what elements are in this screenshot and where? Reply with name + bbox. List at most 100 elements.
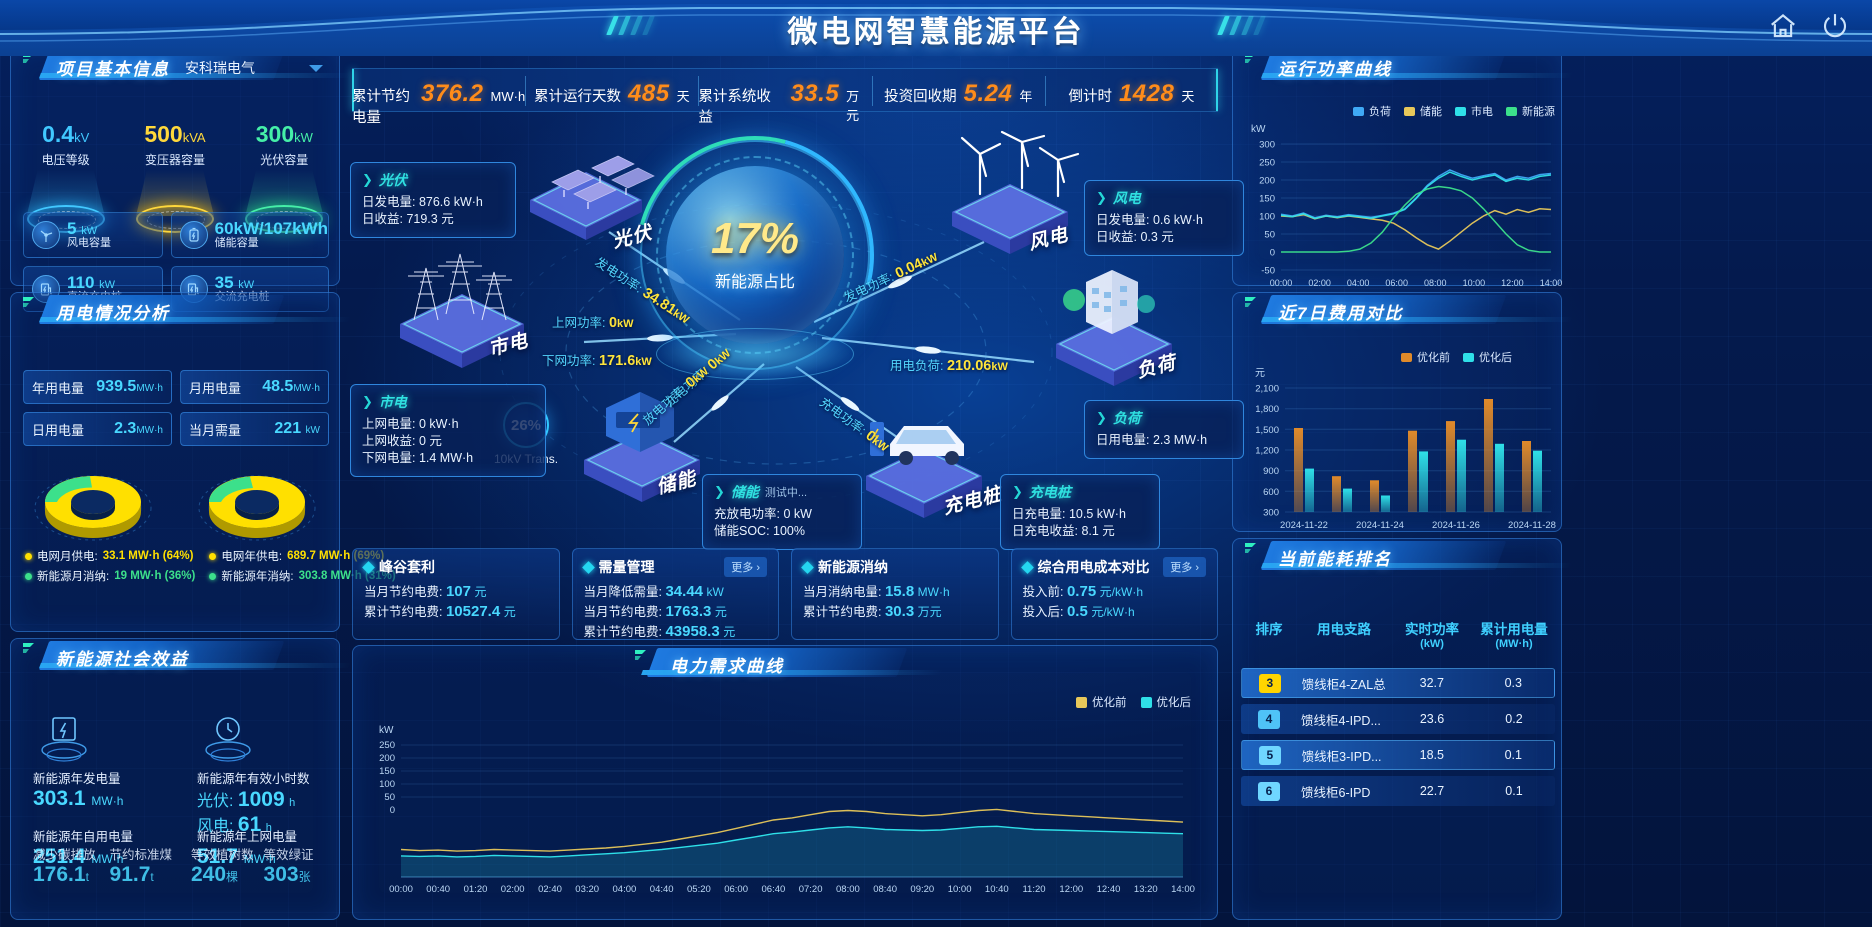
svg-text:02:40: 02:40 — [538, 884, 562, 895]
svg-text:100: 100 — [1259, 212, 1275, 223]
arrow-icon: ❯ — [1096, 190, 1107, 205]
arrow-icon: ❯ — [1096, 410, 1107, 425]
card-line: 累计节约电费: 43958.3 元 — [584, 622, 768, 642]
legend-value: 19 MW·h (36%) — [114, 570, 196, 582]
overlay-unit: t — [150, 870, 154, 884]
card-title-row: ❯ 风电 — [1096, 188, 1232, 208]
table-row[interactable]: 5 馈线柜3-IPD... 18.5 0.1 — [1241, 740, 1555, 770]
card-line: 上网电量: 0 kW·h — [362, 417, 459, 431]
legend-item[interactable]: 优化后 — [1140, 694, 1192, 710]
line-value: 107 — [445, 583, 471, 600]
project-selector-value: 安科瑞电气 — [185, 60, 255, 76]
line-key: 投入后: — [1022, 605, 1064, 619]
renewable-caption: 新能源占比 — [714, 274, 795, 291]
legend-item[interactable]: 负荷 — [1353, 103, 1391, 119]
table-header: 排序 用电支路 实时功率 (kW) 累计用电量 (MW·h) — [1241, 618, 1555, 650]
social-benefit-panel: 新能源社会效益 新能源年发电量 303.1 MW·h — [10, 638, 351, 920]
card-title-row: ❯ 市电 — [362, 392, 534, 412]
usage-number: 48.5 — [262, 378, 294, 395]
svg-text:2,100: 2,100 — [1255, 384, 1279, 395]
card-line: 日收益: 0.3 元 — [1096, 230, 1174, 244]
capacity-number: 300 — [255, 121, 295, 147]
card-title: 需量管理 — [598, 559, 655, 575]
social-sub-value: 61 — [237, 813, 262, 836]
line-unit: kW — [706, 585, 724, 599]
svg-text:300: 300 — [1263, 508, 1279, 519]
legend-item[interactable]: 优化前 — [1401, 349, 1450, 365]
social-value: 51.7 MW·h — [197, 845, 339, 871]
home-icon[interactable] — [1768, 11, 1798, 41]
kpi-label: 累计节约电量 — [352, 89, 410, 126]
legend-swatch — [1404, 106, 1415, 116]
social-item-export: 新能源年上网电量 51.7 MW·h — [175, 826, 339, 927]
card-line: 日充电量: 10.5 kW·h — [1012, 507, 1126, 521]
card-line: 下网电量: 1.4 MW·h — [362, 451, 474, 465]
overlay-number: 176.1 — [33, 863, 86, 886]
social-overlay-frame: 减少碳排放 176.1t 节约标准煤 91.7t 等效植树数 240棵 等效绿证 — [11, 844, 339, 889]
more-button[interactable]: 更多 › — [1163, 557, 1206, 577]
panel-title: 当前能耗排名 — [1278, 550, 1392, 569]
kpi-label: 投资回收期 — [884, 89, 957, 105]
energy-cell: 0.1 — [1505, 784, 1523, 798]
power-cell: 32.7 — [1419, 676, 1444, 690]
capacity-unit: kV — [74, 130, 90, 145]
kpi-label: 累计系统收益 — [698, 89, 771, 126]
svg-text:600: 600 — [1263, 487, 1279, 498]
legend-item[interactable]: 优化后 — [1463, 349, 1512, 365]
legend-label: 优化后 — [1156, 697, 1192, 709]
table-row[interactable]: 6 馈线柜6-IPD 22.7 0.1 — [1241, 776, 1555, 806]
line-unit: 万元 — [917, 605, 942, 619]
card-header: 新能源消纳 — [801, 557, 987, 577]
rank-cell: 6 — [1241, 781, 1297, 801]
legend-item[interactable]: 储能 — [1404, 103, 1442, 119]
overlay-value: 91.7t — [110, 863, 173, 889]
mini-stat-storage: 60kW/107kWh 储能容量 — [170, 212, 329, 258]
overlay-unit: 张 — [298, 870, 311, 884]
mini-number: 110 — [67, 272, 95, 292]
renewable-percent: 17% — [710, 214, 800, 263]
usage-cell-month: 月用电量 48.5MW·h — [180, 370, 329, 404]
panel-header: 用电情况分析 — [10, 292, 351, 326]
summary-cards-row: 峰谷套利 当月节约电费: 107 元 累计节约电费: 10527.4 元 需量管… — [352, 548, 1218, 640]
social-sub-unit: h — [265, 822, 272, 834]
legend-item[interactable]: 市电 — [1455, 103, 1493, 119]
project-selector[interactable]: 安科瑞电气 — [179, 56, 329, 80]
line-value: 15.8 — [884, 583, 915, 600]
table-row[interactable]: 3 馈线柜4-ZAL总 32.7 0.3 — [1241, 668, 1555, 698]
rank-cell: 5 — [1242, 745, 1298, 765]
card-line: 投入后: 0.5 元/kW·h — [1023, 602, 1207, 622]
legend-swatch — [1506, 106, 1517, 116]
app-header: 微电网智慧能源平台 — [0, 0, 1872, 56]
legend-dot-grid — [209, 552, 217, 560]
usage-unit: MW·h — [136, 425, 163, 436]
rank-cell: 4 — [1241, 709, 1297, 729]
legend-item[interactable]: 新能源 — [1506, 103, 1555, 119]
svg-text:1,500: 1,500 — [1255, 425, 1279, 436]
svg-text:300: 300 — [1259, 140, 1275, 151]
node-pv: 光伏 — [512, 142, 662, 252]
usage-key: 日用电量 — [32, 422, 85, 438]
card-line: 投入前: 0.75 元/kW·h — [1023, 582, 1207, 602]
line-key: 当月消纳电量: — [803, 585, 882, 599]
demand-curve-panel: 电力需求曲线 优化前 优化后 kW 250 200 150 100 50 0 00:00… — [352, 645, 1218, 920]
kpi-value: 33.5 — [790, 80, 840, 107]
flow-unit: kW — [991, 361, 1008, 373]
legend-swatch — [1401, 352, 1412, 362]
wind-turbine-icon — [32, 221, 60, 249]
overlay-number: 240 — [191, 863, 227, 886]
table-row[interactable]: 4 馈线柜4-IPD... 23.6 0.2 — [1241, 704, 1555, 734]
card-line: 充放电功率: 0 kW — [714, 507, 812, 521]
svg-text:00:40: 00:40 — [426, 884, 450, 895]
card-note: 测试中... — [764, 487, 808, 499]
legend-row: 新能源月消纳: 19 MW·h (36%) — [25, 568, 195, 584]
power-icon[interactable] — [1820, 11, 1850, 41]
more-button[interactable]: 更多 › — [724, 557, 767, 577]
clock-icon — [197, 716, 259, 766]
legend-item[interactable]: 优化前 — [1076, 694, 1127, 710]
card-title-group: 新能源消纳 — [801, 557, 888, 577]
svg-text:900: 900 — [1263, 466, 1279, 477]
overlay-label: 减少碳排放 — [33, 848, 96, 862]
legend-dot-grid — [25, 552, 32, 560]
mini-stat-label: 风电容量 — [67, 237, 111, 250]
line-key: 当月降低需量: — [583, 585, 662, 599]
